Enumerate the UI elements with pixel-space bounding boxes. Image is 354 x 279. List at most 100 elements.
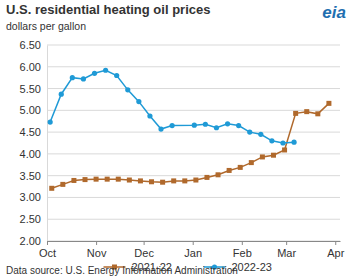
x-tick: Apr (327, 241, 344, 259)
x-tick: Oct (39, 241, 56, 259)
marker (192, 123, 197, 128)
x-tick: Feb (233, 241, 252, 259)
marker (171, 178, 176, 183)
grid-line (47, 88, 340, 89)
y-tick-label: 4.50 (20, 126, 41, 138)
grid-line (47, 197, 340, 198)
marker (260, 154, 265, 159)
marker (304, 109, 309, 114)
series-line (50, 70, 294, 143)
marker (282, 147, 287, 152)
series-line (52, 103, 329, 188)
chart: U.S. residential heating oil prices dolla… (0, 0, 354, 279)
y-tick-label: 4.00 (20, 148, 41, 160)
marker (269, 138, 274, 143)
y-tick-label: 6.00 (20, 61, 41, 73)
grid (47, 45, 340, 241)
x-tick-label: Feb (233, 247, 252, 259)
x-tick-label: Mar (277, 247, 296, 259)
marker (125, 87, 130, 92)
x-tick: Dec (134, 241, 154, 259)
x-tick-mark (47, 241, 48, 245)
marker (92, 71, 97, 76)
marker (293, 111, 298, 116)
marker (315, 111, 320, 116)
marker (271, 153, 276, 158)
marker (182, 178, 187, 183)
y-tick: 5.50 (20, 83, 47, 95)
x-tick-label: Oct (39, 247, 56, 259)
marker (214, 125, 219, 130)
x-tick-mark (335, 241, 336, 245)
marker (60, 182, 65, 187)
x-tick: Jan (184, 241, 202, 259)
x-tick-mark (96, 241, 97, 245)
marker (170, 123, 175, 128)
marker (116, 177, 121, 182)
marker (81, 76, 86, 81)
title: U.S. residential heating oil prices (6, 2, 210, 17)
marker (203, 122, 208, 127)
x-axis-line (48, 241, 341, 242)
marker (70, 75, 75, 80)
marker (59, 92, 64, 97)
y-tick-label: 3.00 (20, 191, 41, 203)
y-tick: 6.00 (20, 61, 47, 73)
y-tick-label: 5.00 (20, 104, 41, 116)
grid-line (47, 153, 340, 154)
marker (158, 126, 163, 131)
marker (258, 132, 263, 137)
marker (225, 121, 230, 126)
marker (136, 99, 141, 104)
subtitle: dollars per gallon (6, 20, 86, 32)
y-tick: 3.00 (20, 191, 47, 203)
y-tick-label: 2.00 (20, 235, 41, 247)
marker (94, 177, 99, 182)
grid-line (47, 132, 340, 133)
y-tick: 6.50 (20, 39, 47, 51)
marker (291, 140, 296, 145)
x-tick-mark (286, 241, 287, 245)
marker (247, 130, 252, 135)
y-axis-line (47, 46, 48, 242)
x-tick-label: Apr (327, 247, 344, 259)
marker (193, 178, 198, 183)
y-tick-label: 5.50 (20, 83, 41, 95)
marker (83, 177, 88, 182)
x-axis: Oct Nov Dec Jan Feb Mar Apr (39, 241, 345, 259)
x-tick-label: Jan (184, 247, 202, 259)
marker (105, 177, 110, 182)
marker (280, 140, 285, 145)
grid-line (47, 66, 340, 67)
x-tick-mark (144, 241, 145, 245)
x-tick-mark (242, 241, 243, 245)
marker (127, 178, 132, 183)
x-tick-mark (193, 241, 194, 245)
grid-line (47, 219, 340, 220)
marker (216, 172, 221, 177)
grid-line (47, 175, 340, 176)
source: Data source: U.S. Energy Information Adm… (6, 265, 238, 276)
marker (149, 179, 154, 184)
marker (160, 180, 165, 185)
marker (249, 160, 254, 165)
marker (236, 123, 241, 128)
plot-area (48, 68, 332, 191)
marker (114, 73, 119, 78)
marker (326, 101, 331, 106)
marker (138, 178, 143, 183)
y-tick: 2.00 (20, 235, 47, 247)
grid-line (47, 110, 340, 111)
x-tick-label: Nov (87, 247, 107, 259)
x-tick: Nov (87, 241, 107, 259)
grid-line (47, 45, 340, 46)
marker (48, 119, 53, 124)
marker (103, 68, 108, 73)
x-tick: Mar (277, 241, 296, 259)
marker (147, 113, 152, 118)
marker (227, 168, 232, 173)
x-tick-label: Dec (134, 247, 154, 259)
logo: eia (322, 3, 346, 22)
y-axis: 2.002.503.003.504.004.505.005.506.006.50 (20, 39, 48, 247)
y-tick-label: 3.50 (20, 170, 41, 182)
